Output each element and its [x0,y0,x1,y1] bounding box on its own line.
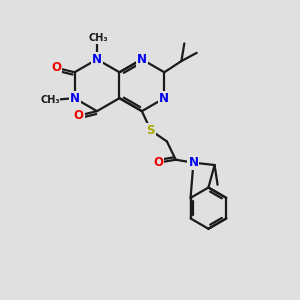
Text: N: N [137,53,147,66]
Text: CH₃: CH₃ [88,33,108,43]
Text: O: O [51,61,61,74]
Text: N: N [188,156,198,169]
Text: N: N [92,53,102,66]
Text: CH₃: CH₃ [40,94,60,105]
Text: N: N [70,92,80,105]
Text: O: O [153,156,163,169]
Text: N: N [159,92,169,105]
Text: S: S [146,124,155,137]
Text: O: O [74,109,84,122]
